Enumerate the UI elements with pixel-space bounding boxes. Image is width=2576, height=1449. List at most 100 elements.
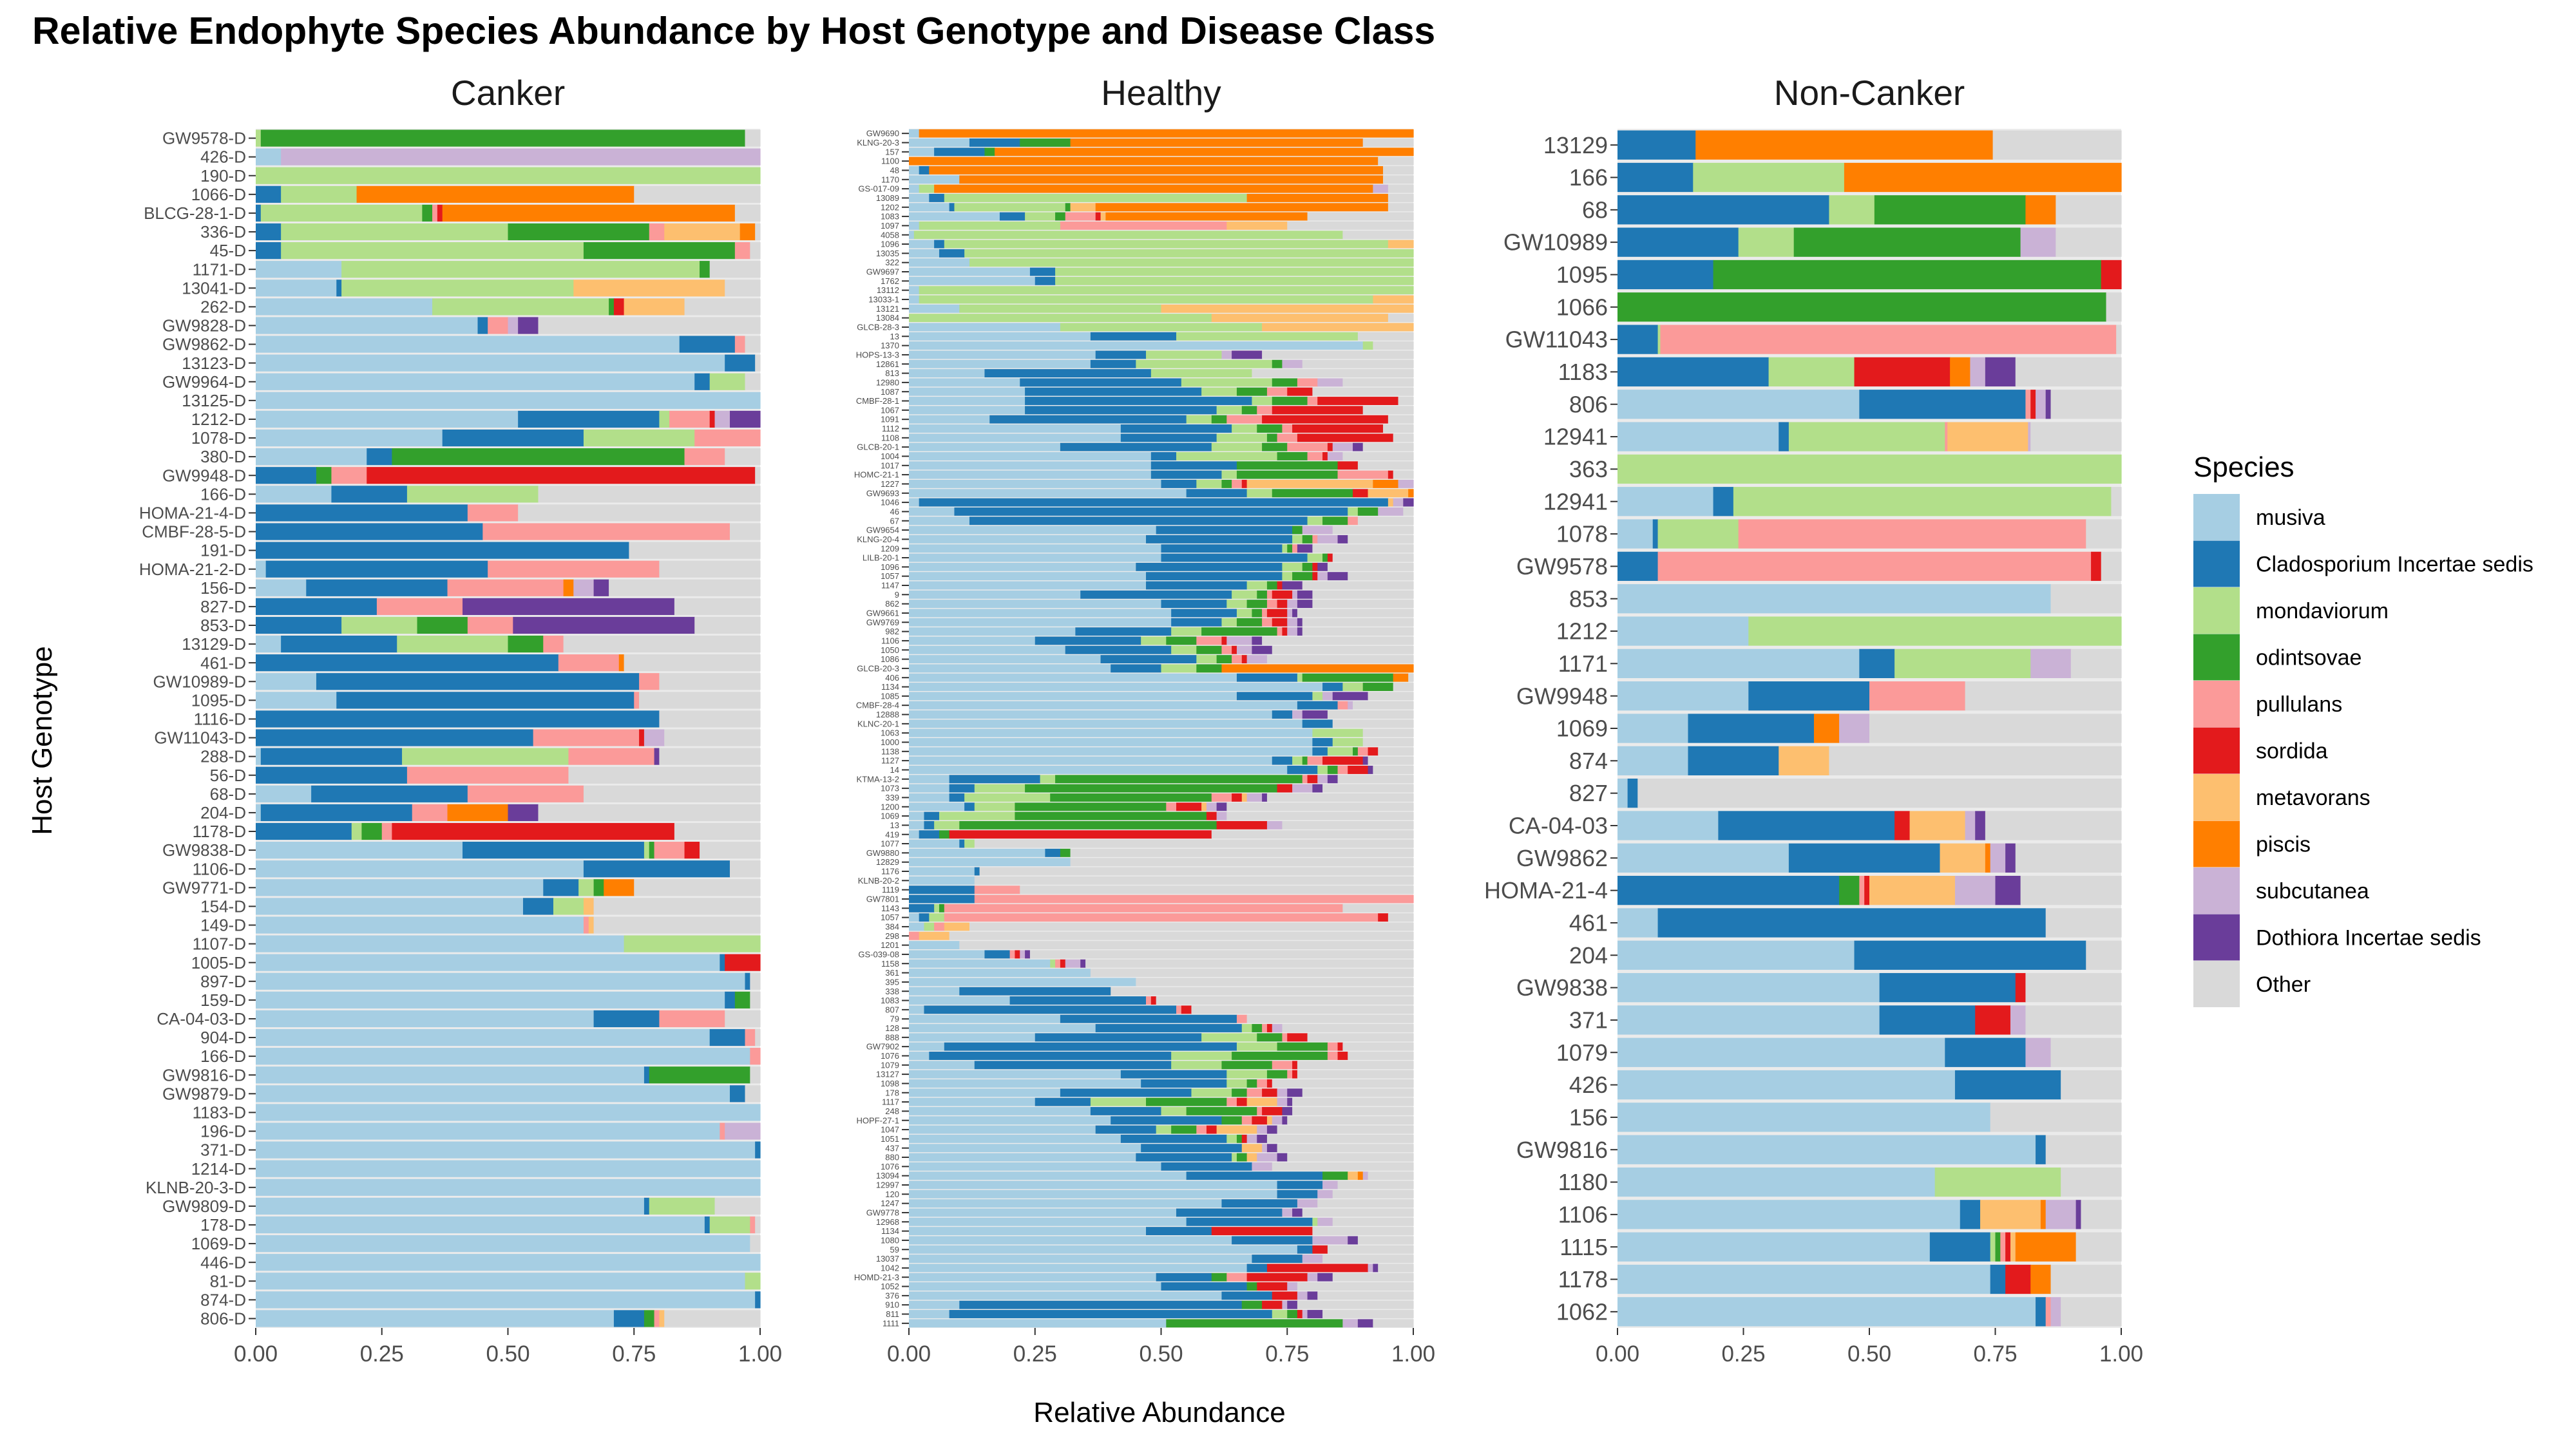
y-tick-label: 446-D	[200, 1253, 246, 1272]
bar-segment-cladosporium-incertae-sedis	[256, 467, 317, 484]
bar-segment-musiva	[909, 286, 920, 295]
bar-segment-dothiora-incertae-sedis	[1266, 1125, 1278, 1134]
bar-segment-musiva	[909, 489, 1187, 498]
bar-segment-other	[1272, 1162, 1414, 1171]
bar-segment-other	[1637, 779, 2122, 808]
bar-segment-musiva	[909, 811, 925, 820]
bar-segment-mondaviorum	[924, 922, 935, 931]
bar-segment-mondaviorum	[974, 784, 1026, 793]
bar-segment-cladosporium-incertae-sedis	[1252, 1255, 1303, 1264]
bar-segment-other	[563, 635, 761, 653]
bar-segment-mondaviorum	[1226, 1134, 1237, 1143]
y-tick-label: 12888	[876, 710, 899, 719]
bar-segment-odintsovae	[1292, 572, 1313, 581]
bar-segment-metavorans	[1226, 221, 1288, 230]
bar-segment-other	[609, 579, 761, 596]
bar-segment-other	[634, 185, 761, 203]
bar-segment-subcutanea	[1287, 609, 1293, 618]
bar-159-d	[256, 991, 761, 1009]
y-tick-label: HOMA-21-2-D	[139, 560, 246, 579]
bar-segment-sordida	[1262, 1088, 1278, 1097]
bar-1096	[909, 240, 1414, 249]
bar-segment-subcutanea	[1282, 1300, 1288, 1309]
bar-segment-musiva	[909, 452, 1152, 460]
bar-segment-musiva	[909, 1125, 1096, 1134]
bar-segment-other	[1020, 886, 1414, 895]
bar-segment-cladosporium-incertae-sedis	[260, 748, 403, 765]
y-tick-label: 363	[1569, 456, 1608, 482]
bar-segment-odintsovae	[959, 820, 1217, 829]
bar-806-d	[256, 1310, 761, 1327]
bar-1083	[909, 212, 1414, 221]
y-tick-label: 248	[885, 1106, 899, 1116]
bar-segment-cladosporium-incertae-sedis	[1090, 1106, 1162, 1115]
bar-segment-mondaviorum	[1040, 775, 1056, 784]
bar-12829	[909, 858, 1414, 867]
bar-segment-cladosporium-incertae-sedis	[1120, 433, 1217, 442]
bar-segment-piscis	[1393, 673, 1409, 682]
bar-segment-musiva	[909, 415, 990, 424]
bar-segment-other	[2045, 908, 2122, 938]
bar-segment-subcutanea	[1246, 793, 1263, 802]
bar-gw9828-d	[256, 317, 761, 334]
y-tick-label: GS-039-08	[858, 949, 899, 959]
bar-461	[1617, 908, 2122, 938]
bar-segment-other	[1252, 369, 1414, 378]
bar-segment-other	[1342, 904, 1414, 913]
bar-segment-mondaviorum	[1934, 1167, 2061, 1197]
y-tick-label: 888	[885, 1032, 899, 1042]
bar-segment-cladosporium-incertae-sedis	[949, 203, 955, 212]
bar-1083	[909, 996, 1414, 1005]
bar-segment-cladosporium-incertae-sedis	[1186, 1171, 1323, 1180]
y-tick-label: 59	[890, 1245, 899, 1255]
x-tick-label: 0.75	[612, 1341, 656, 1367]
bar-segment-musiva	[1617, 1200, 1961, 1229]
bar-12888	[909, 710, 1414, 719]
bar-segment-other	[629, 542, 761, 559]
y-tick-label: 322	[885, 258, 899, 267]
y-tick-label: 419	[885, 829, 899, 839]
bar-segment-metavorans	[1980, 1200, 2041, 1229]
y-tick-label: 1100	[881, 156, 899, 166]
bar-segment-sordida	[2030, 390, 2036, 419]
bar-1171	[1617, 649, 2122, 678]
bar-segment-musiva	[909, 1005, 925, 1014]
bar-segment-dothiora-incertae-sedis	[1216, 802, 1227, 811]
bar-segment-metavorans	[1940, 843, 1986, 873]
bar-segment-musiva	[909, 1264, 1248, 1273]
bar-segment-cladosporium-incertae-sedis	[1617, 325, 1659, 354]
bar-338	[909, 987, 1414, 996]
bar-178	[909, 1088, 1414, 1097]
bar-segment-odintsovae	[1236, 387, 1268, 396]
bar-segment-mondaviorum	[1136, 359, 1273, 368]
bar-segment-dothiora-incertae-sedis	[654, 748, 660, 765]
bar-segment-subcutanea	[2020, 227, 2056, 257]
bar-segment-sordida	[2091, 551, 2102, 582]
bar-1115	[1617, 1232, 2122, 1262]
bar-1178-d	[256, 822, 761, 840]
bar-segment-other	[1342, 452, 1414, 460]
bar-segment-other	[1362, 406, 1414, 415]
y-tick-label: GW9948	[1516, 683, 1608, 709]
bar-segment-cladosporium-incertae-sedis	[919, 166, 930, 175]
bar-segment-musiva	[909, 267, 1031, 276]
bar-segment-musiva	[909, 858, 1071, 867]
bar-segment-musiva	[1617, 487, 1714, 516]
bar-segment-musiva	[1617, 908, 1659, 938]
y-tick-label: 68	[1582, 196, 1608, 223]
bar-segment-musiva	[909, 1171, 1187, 1180]
bar-segment-cladosporium-incertae-sedis	[1186, 489, 1248, 498]
bar-segment-musiva	[256, 1291, 756, 1309]
bar-segment-sordida	[1236, 1097, 1248, 1106]
bar-segment-cladosporium-incertae-sedis	[720, 954, 725, 971]
bar-segment-odintsovae	[1292, 526, 1303, 535]
bar-segment-musiva	[909, 996, 1011, 1005]
bar-segment-metavorans	[1262, 323, 1414, 332]
bar-segment-cladosporium-incertae-sedis	[265, 560, 488, 578]
bar-segment-musiva	[909, 766, 1288, 774]
panel-title-healthy: Healthy	[1101, 73, 1221, 113]
y-tick-label: KLNB-20-3-D	[146, 1178, 246, 1197]
bar-segment-sordida	[1266, 1264, 1369, 1273]
bar-segment-sordida	[1894, 811, 1911, 840]
bar-segment-subcutanea	[1262, 1144, 1268, 1153]
